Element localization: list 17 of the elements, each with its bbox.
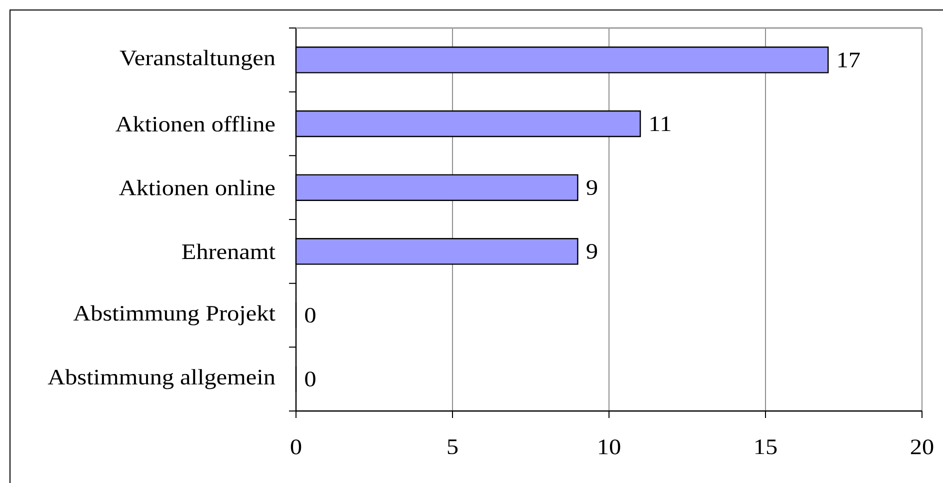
y-tick-label: Aktionen offline — [116, 116, 275, 132]
x-tick-label: 15 — [756, 440, 777, 454]
data-label: 17 — [838, 52, 860, 68]
x-tick-label: 5 — [448, 440, 458, 454]
y-tick-label: Abstimmung allgemein — [48, 369, 276, 390]
data-label: 0 — [305, 308, 316, 323]
y-tick-label: Veranstaltungen — [120, 50, 276, 70]
x-tick-label: 0 — [290, 440, 302, 454]
x-tick-label: 10 — [599, 440, 620, 454]
data-label: 9 — [586, 244, 598, 259]
data-label: 9 — [586, 180, 598, 195]
y-tick-label: Ehrenamt — [182, 244, 276, 260]
y-tick-label: Abstimmung Projekt — [73, 305, 276, 326]
data-label: 0 — [305, 372, 316, 387]
data-label: 11 — [650, 116, 670, 132]
y-tick-label: Aktionen online — [119, 180, 275, 196]
x-tick-label: 20 — [910, 440, 934, 454]
